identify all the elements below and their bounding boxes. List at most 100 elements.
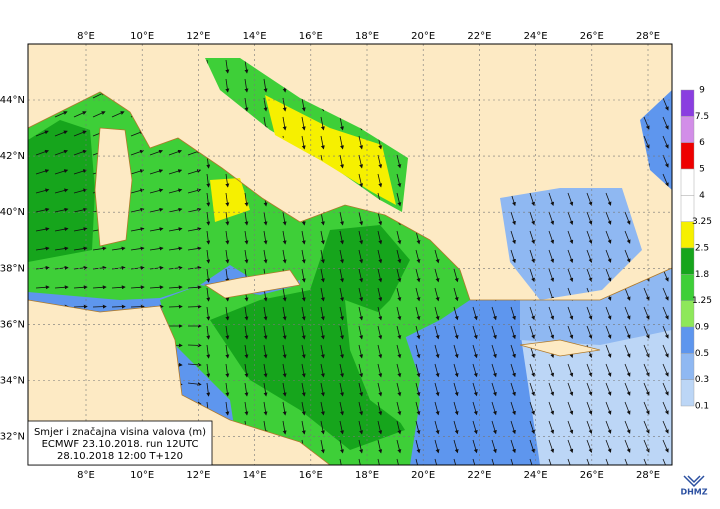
arrow <box>396 230 402 245</box>
arrow <box>358 287 364 302</box>
arrow <box>358 363 364 378</box>
arrow <box>92 285 107 290</box>
arrow <box>396 287 402 302</box>
colorbar-segment <box>680 168 695 196</box>
arrow <box>415 249 421 264</box>
arrow <box>434 344 440 359</box>
arrow <box>225 401 230 416</box>
arrow <box>624 325 631 339</box>
arrow <box>263 78 268 93</box>
arrow <box>662 135 669 149</box>
arrow <box>567 363 574 378</box>
arrow <box>130 285 145 290</box>
arrow <box>149 285 164 290</box>
colorbar-label: 0.9 <box>695 323 710 333</box>
lon-label: 12°E <box>186 470 210 481</box>
arrow <box>206 287 211 302</box>
map-area <box>28 44 672 465</box>
arrow <box>54 130 68 137</box>
arrow <box>529 401 535 416</box>
arrow <box>643 287 650 301</box>
arrow <box>320 287 325 302</box>
lon-label: 26°E <box>580 31 604 42</box>
arrow <box>567 230 574 245</box>
arrow <box>377 420 383 435</box>
arrow <box>301 268 306 283</box>
arrow <box>187 227 202 232</box>
arrow <box>567 420 574 435</box>
arrow <box>92 246 107 251</box>
arrow <box>358 344 364 359</box>
arrow <box>415 306 421 321</box>
arrow <box>586 363 593 377</box>
arrow <box>624 249 631 263</box>
arrow <box>358 249 364 264</box>
arrow <box>548 382 555 397</box>
arrow <box>73 207 88 213</box>
arrow <box>472 401 478 416</box>
arrow <box>396 268 402 283</box>
arrow <box>225 382 230 397</box>
arrow <box>605 268 612 282</box>
arrow <box>624 344 631 358</box>
colorbar-segment <box>680 89 695 117</box>
arrow <box>54 169 69 175</box>
arrow <box>415 344 421 359</box>
arrow <box>301 401 306 416</box>
arrow <box>73 246 88 251</box>
arrow <box>377 306 383 321</box>
arrow <box>301 249 306 264</box>
arrow <box>225 230 230 245</box>
arrow <box>130 246 145 251</box>
arrow <box>339 401 344 416</box>
colorbar-label: 6 <box>699 138 705 148</box>
lon-label: 16°E <box>299 470 323 481</box>
arrow <box>510 439 516 454</box>
arrow <box>244 192 249 207</box>
arrow <box>358 154 364 169</box>
arrow <box>624 382 631 396</box>
arrow <box>529 268 535 283</box>
lon-label: 18°E <box>355 31 379 42</box>
info-line: Smjer i značajna visina valova (m) <box>34 426 206 438</box>
arrow <box>548 363 555 378</box>
arrow <box>282 211 287 226</box>
arrow <box>301 382 306 397</box>
arrow <box>244 59 249 74</box>
colorbar-label: 3.25 <box>692 217 712 227</box>
arrow <box>263 325 268 340</box>
arrow <box>472 344 478 359</box>
arrow <box>605 439 612 453</box>
arrow <box>453 268 459 283</box>
arrow <box>111 285 126 290</box>
arrow <box>206 249 211 264</box>
arrow <box>567 382 574 397</box>
arrow <box>130 169 145 175</box>
arrow <box>130 227 145 232</box>
arrow <box>54 265 69 270</box>
arrow <box>339 458 344 465</box>
arrow <box>301 97 306 112</box>
arrow <box>662 306 669 320</box>
arrow <box>225 78 230 93</box>
arrow <box>358 173 364 188</box>
arrow <box>206 382 211 397</box>
arrow <box>339 287 344 302</box>
arrow <box>377 268 383 283</box>
arrow <box>244 97 249 112</box>
lon-label: 28°E <box>636 31 660 42</box>
arrow <box>510 420 516 435</box>
arrow <box>396 154 402 169</box>
arrow <box>567 268 574 283</box>
arrow <box>510 401 516 416</box>
colorbar-label: 1.8 <box>695 270 710 280</box>
lon-label: 12°E <box>186 31 210 42</box>
arrow <box>320 249 325 264</box>
arrow <box>586 249 593 263</box>
arrow <box>244 306 249 321</box>
colorbar-label: 0.1 <box>695 402 709 412</box>
arrow <box>339 268 344 283</box>
arrow <box>54 149 69 156</box>
arrow <box>643 116 650 130</box>
arrow <box>301 325 306 340</box>
